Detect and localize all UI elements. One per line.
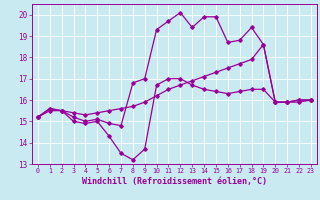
X-axis label: Windchill (Refroidissement éolien,°C): Windchill (Refroidissement éolien,°C) [82, 177, 267, 186]
